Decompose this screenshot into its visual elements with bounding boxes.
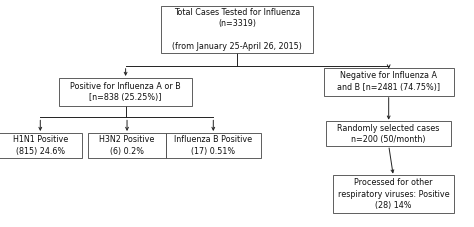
- FancyBboxPatch shape: [323, 67, 454, 96]
- Text: Positive for Influenza A or B
[n=838 (25.25%)]: Positive for Influenza A or B [n=838 (25…: [70, 82, 181, 102]
- Text: H1N1 Positive
(815) 24.6%: H1N1 Positive (815) 24.6%: [13, 135, 68, 155]
- Text: Total Cases Tested for Influenza
(n=3319)

(from January 25-April 26, 2015): Total Cases Tested for Influenza (n=3319…: [172, 8, 302, 51]
- Text: Negative for Influenza A
and B [n=2481 (74.75%)]: Negative for Influenza A and B [n=2481 (…: [337, 72, 440, 92]
- FancyBboxPatch shape: [333, 175, 454, 213]
- FancyBboxPatch shape: [326, 121, 451, 146]
- Text: H3N2 Positive
(6) 0.2%: H3N2 Positive (6) 0.2%: [100, 135, 155, 155]
- Text: Influenza B Positive
(17) 0.51%: Influenza B Positive (17) 0.51%: [174, 135, 252, 155]
- FancyBboxPatch shape: [59, 78, 192, 106]
- FancyBboxPatch shape: [88, 133, 166, 158]
- FancyBboxPatch shape: [0, 133, 82, 158]
- FancyBboxPatch shape: [166, 133, 261, 158]
- Text: Randomly selected cases
n=200 (50/month): Randomly selected cases n=200 (50/month): [337, 124, 440, 144]
- Text: Processed for other
respiratory viruses: Positive
(28) 14%: Processed for other respiratory viruses:…: [337, 178, 449, 210]
- FancyBboxPatch shape: [161, 6, 313, 53]
